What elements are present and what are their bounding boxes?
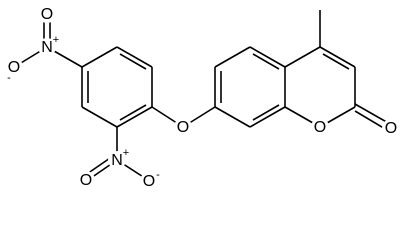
atom-charge: + [53,34,59,46]
atom-label: O [143,173,155,190]
bonds [15,10,391,181]
atom-label: O [314,119,326,136]
atom-charge: - [7,72,11,84]
atom-labels: N + O O - N + O O - O O O [5,5,400,190]
atom-label: O [177,119,189,136]
molecule-diagram: N + O O - N + O O - O O O [5,5,400,191]
atom-charge: - [156,169,160,181]
atom-label: O [385,120,397,137]
atom-label: O [41,6,53,23]
atom-label: O [8,59,20,76]
atom-label: O [80,172,92,189]
atom-label: N [111,152,123,169]
atom-label: N [41,39,53,56]
atom-charge: + [123,147,129,159]
